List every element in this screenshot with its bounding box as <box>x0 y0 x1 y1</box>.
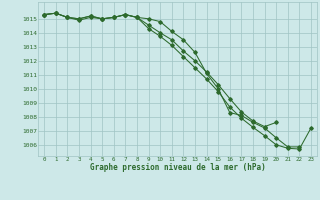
X-axis label: Graphe pression niveau de la mer (hPa): Graphe pression niveau de la mer (hPa) <box>90 164 266 172</box>
